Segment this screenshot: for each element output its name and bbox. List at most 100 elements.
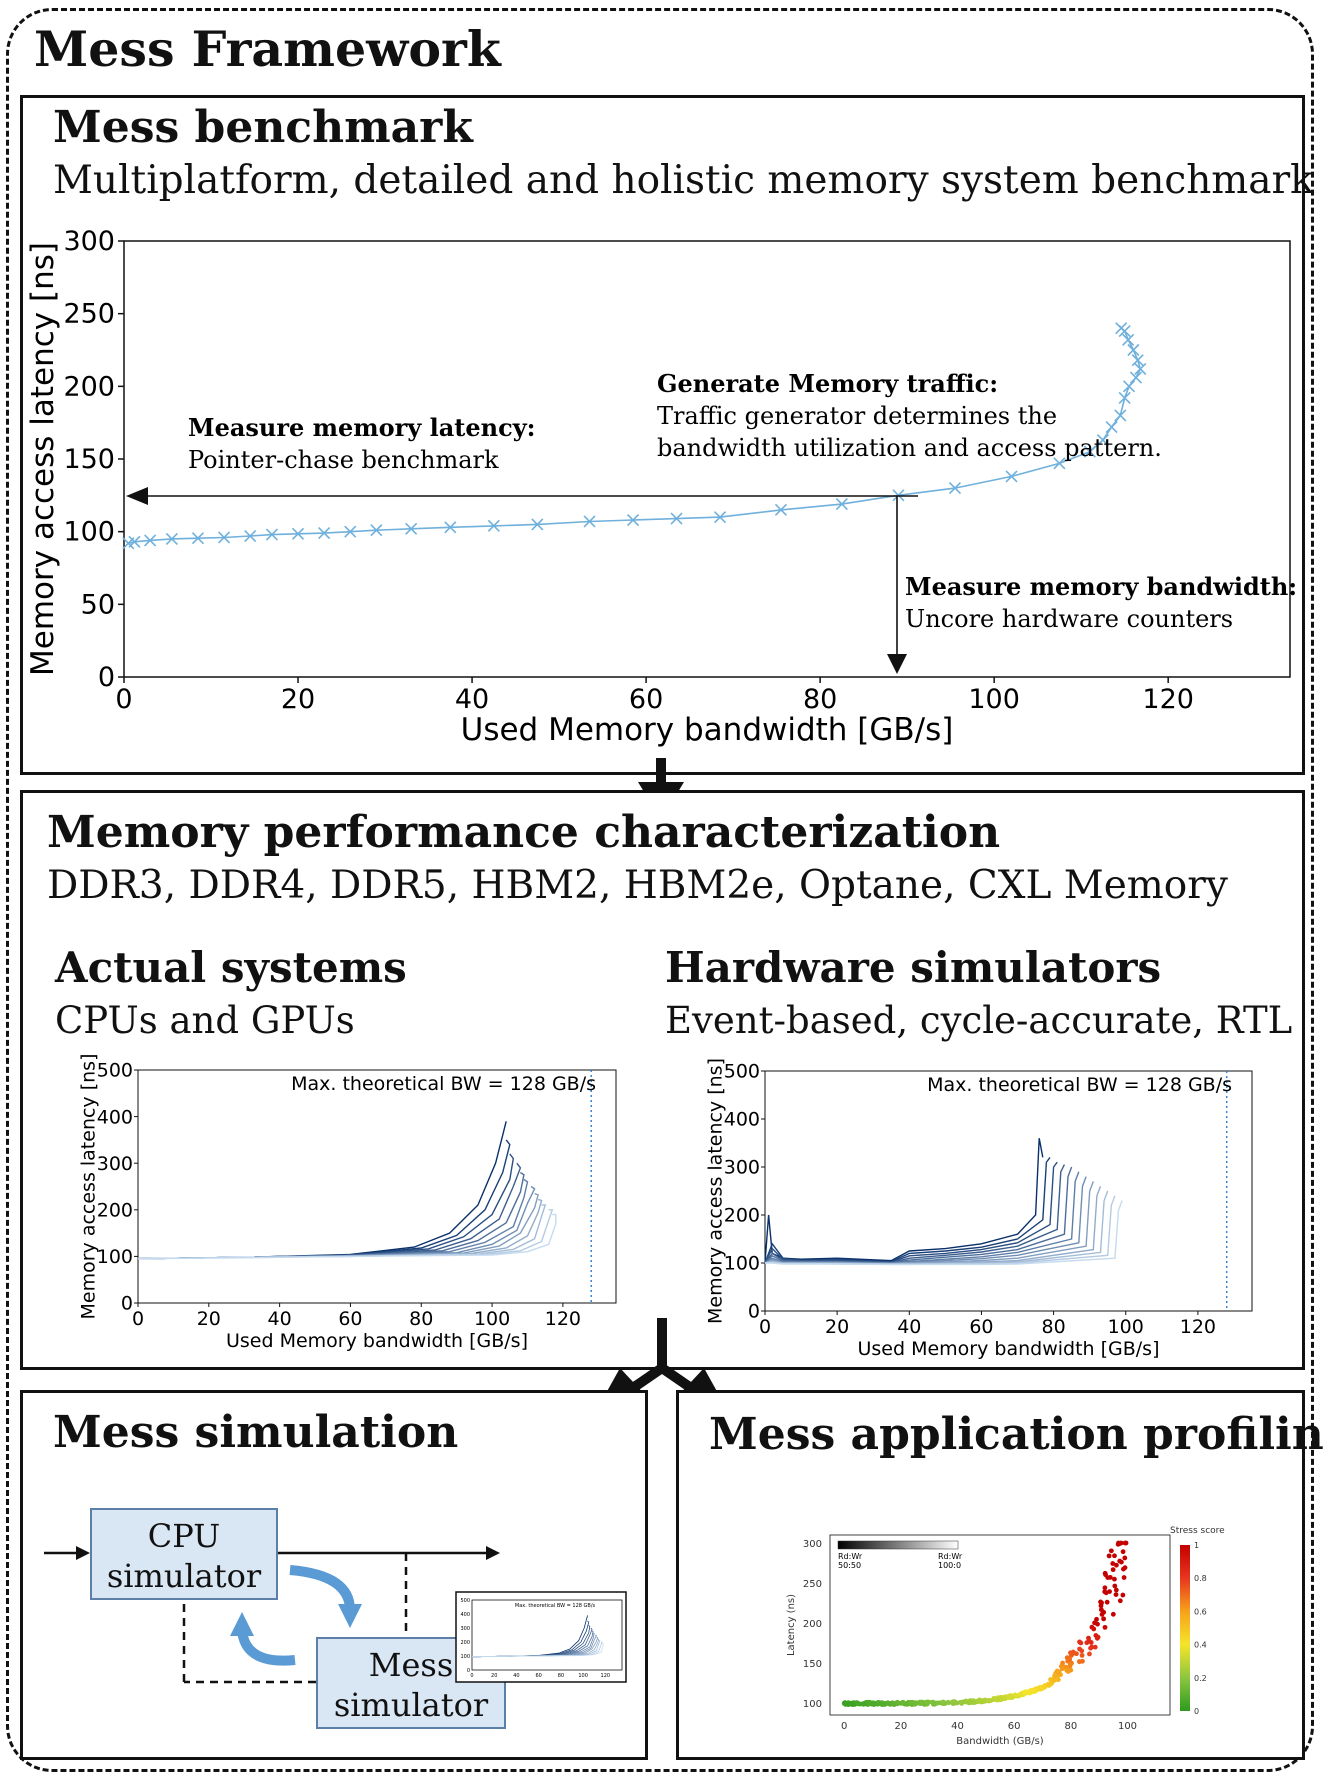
scatter-point <box>1104 1599 1110 1605</box>
data-point-marker <box>1096 434 1109 447</box>
latency-curve <box>764 1161 1058 1264</box>
bandwidth-annotation-title: Measure memory bandwidth: <box>905 572 1297 601</box>
colorbar-label: Stress score <box>1170 1526 1225 1536</box>
x-tick-label: 60 <box>1008 1721 1021 1732</box>
scatter-point <box>1099 1600 1104 1606</box>
latency-curve <box>764 1171 1080 1264</box>
colorbar-tick-label: 1 <box>1194 1541 1199 1550</box>
y-tick-label: 300 <box>803 1539 822 1550</box>
scatter-point <box>1092 1620 1097 1626</box>
y-tick-label: 100 <box>97 1246 133 1268</box>
mess-simulator-label-2: simulator <box>333 1686 489 1724</box>
scatter-point <box>845 1701 850 1707</box>
data-point-marker <box>144 534 157 547</box>
scatter-point <box>1092 1644 1098 1650</box>
scatter-point <box>1006 1694 1012 1700</box>
characterization-subtitle: DDR3, DDR4, DDR5, HBM2, HBM2e, Optane, C… <box>47 863 1228 908</box>
scatter-point <box>1101 1609 1107 1615</box>
scatter-point <box>1017 1692 1023 1697</box>
scatter-point <box>1102 1589 1108 1595</box>
latency-curve <box>764 1164 1066 1264</box>
scatter-point <box>919 1699 925 1705</box>
thumb-y-tick-label: 300 <box>460 1626 470 1632</box>
scatter-point <box>1110 1561 1116 1566</box>
scatter-point <box>931 1701 937 1706</box>
latency-arrowhead <box>126 487 148 505</box>
data-point-marker <box>531 518 544 531</box>
data-point-marker <box>1134 362 1147 375</box>
scatter-point <box>1117 1558 1123 1564</box>
scatter-point <box>867 1700 872 1706</box>
characterization-title: Memory performance characterization <box>47 807 1001 858</box>
x-tick-label: 20 <box>281 684 315 715</box>
data-point-marker <box>291 527 305 540</box>
y-axis-label: Memory access latency [ns] <box>25 242 61 676</box>
scatter-point <box>1110 1611 1116 1617</box>
scatter-point <box>1024 1689 1029 1695</box>
thumb-x-tick-label: 80 <box>558 1673 564 1679</box>
latency-curve <box>765 1200 1123 1266</box>
scatter-point <box>861 1701 867 1707</box>
framework-title: Mess Framework <box>34 20 501 78</box>
x-tick-label: 0 <box>759 1316 771 1338</box>
colorbar-tick-label: 0.4 <box>1194 1641 1207 1650</box>
data-point-marker <box>583 515 596 528</box>
y-tick-label: 300 <box>63 226 115 257</box>
scatter-point <box>850 1702 856 1707</box>
scatter-point <box>1002 1696 1008 1701</box>
y-axis-label: Latency (ns) <box>786 1594 797 1656</box>
y-tick-label: 150 <box>803 1659 822 1670</box>
data-point-marker <box>318 527 331 540</box>
scatter-point <box>924 1699 930 1705</box>
thumb-x-tick-label: 40 <box>513 1673 519 1679</box>
x-tick-label: 80 <box>409 1308 433 1330</box>
scatter-point <box>1079 1652 1085 1658</box>
scatter-point <box>950 1699 955 1705</box>
x-tick-label: 40 <box>268 1308 292 1330</box>
rw-legend-right: Rd:Wr <box>938 1552 963 1561</box>
hardware-simulators-title: Hardware simulators <box>665 943 1162 992</box>
x-axis-label: Used Memory bandwidth [GB/s] <box>461 712 954 748</box>
plot-frame <box>137 1069 617 1304</box>
scatter-point <box>880 1701 886 1707</box>
latency-annotation-text: Pointer-chase benchmark <box>188 446 499 474</box>
scatter-point <box>1118 1540 1124 1546</box>
x-tick-label: 60 <box>338 1308 362 1330</box>
thumb-y-tick-label: 100 <box>460 1654 470 1660</box>
latency-curve <box>137 1213 557 1260</box>
data-point-marker <box>370 524 383 537</box>
scatter-point <box>945 1699 951 1705</box>
data-point-marker <box>1083 445 1096 458</box>
y-tick-label: 200 <box>803 1619 822 1630</box>
thumb-y-tick-label: 400 <box>460 1612 470 1618</box>
colorbar-tick-label: 0.8 <box>1194 1574 1207 1583</box>
thumb-x-tick-label: 20 <box>491 1673 497 1679</box>
scatter-point <box>1087 1651 1092 1657</box>
scatter-point <box>935 1700 941 1706</box>
rw-legend-left: 50:50 <box>838 1561 861 1570</box>
scatter-point <box>1028 1688 1033 1694</box>
framework-frame <box>6 8 1314 1772</box>
data-point-marker <box>1127 343 1140 357</box>
scatter-point <box>871 1702 877 1707</box>
profiling-chart: 0 20 40 60 80 100 100 150 200 250 300 Bandwidth (GB… <box>786 1526 1225 1747</box>
latency-curve <box>137 1171 525 1260</box>
data-point-marker <box>165 532 178 545</box>
scatter-point <box>890 1700 895 1706</box>
y-tick-label: 100 <box>724 1253 760 1275</box>
scatter-point <box>1112 1553 1117 1559</box>
hardware-simulators-subtitle: Event-based, cycle-accurate, RTL <box>665 999 1293 1042</box>
data-point-marker <box>1115 322 1128 335</box>
scatter-point <box>1107 1589 1112 1595</box>
mess-thumbnail-chart: 0 100 200 300 400 500 0 20 40 60 80 100 120 Max. theo… <box>455 1591 627 1683</box>
scatter-point <box>913 1700 919 1706</box>
latency-curve <box>764 1138 1044 1264</box>
scatter-point <box>1059 1666 1065 1672</box>
latency-curve <box>137 1204 547 1260</box>
scatter-point <box>981 1698 987 1704</box>
scatter-point <box>1122 1540 1128 1546</box>
y-tick-label: 250 <box>803 1579 822 1590</box>
thumbnail-frame <box>455 1591 627 1683</box>
x-tick-label: 20 <box>197 1308 221 1330</box>
y-tick-label: 400 <box>97 1106 133 1128</box>
